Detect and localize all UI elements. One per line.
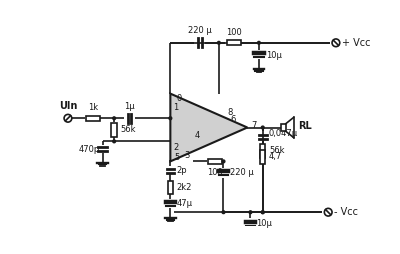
Text: 1μ: 1μ: [124, 102, 135, 111]
Text: 2p: 2p: [176, 166, 187, 175]
Polygon shape: [170, 94, 247, 161]
Text: 8: 8: [228, 108, 233, 117]
Bar: [260, 150, 266, 164]
Text: + Vcc: + Vcc: [342, 38, 370, 48]
Circle shape: [261, 126, 264, 129]
Text: 100: 100: [207, 168, 223, 177]
Text: - Vcc: - Vcc: [334, 207, 358, 217]
Text: 220 μ: 220 μ: [230, 168, 253, 178]
Text: 220 μ: 220 μ: [188, 26, 212, 35]
Text: 470p: 470p: [78, 145, 100, 154]
Text: 56k: 56k: [269, 146, 284, 155]
Text: 7: 7: [251, 121, 256, 131]
Text: 10μ: 10μ: [256, 219, 272, 228]
Text: 3: 3: [185, 151, 190, 160]
Text: 2k2: 2k2: [176, 183, 192, 192]
Circle shape: [261, 211, 264, 214]
Circle shape: [222, 211, 225, 214]
Circle shape: [113, 117, 116, 120]
Bar: [168, 181, 173, 195]
Circle shape: [222, 160, 225, 163]
Text: 1: 1: [173, 103, 178, 112]
Circle shape: [169, 117, 172, 120]
Bar: [260, 144, 266, 157]
Text: 0: 0: [177, 94, 182, 103]
Circle shape: [113, 140, 116, 143]
Text: 100: 100: [226, 28, 242, 37]
Circle shape: [261, 211, 264, 214]
Text: 6: 6: [231, 115, 236, 124]
Text: 47μ: 47μ: [176, 199, 192, 208]
Text: 4,7: 4,7: [269, 152, 282, 161]
Bar: [208, 159, 222, 164]
Text: RL: RL: [298, 121, 312, 131]
Text: 0,047μ: 0,047μ: [269, 129, 298, 138]
Circle shape: [249, 211, 252, 214]
Text: 10μ: 10μ: [266, 51, 282, 60]
Text: 56k: 56k: [120, 125, 136, 134]
Circle shape: [218, 41, 220, 44]
Bar: [227, 40, 241, 45]
Bar: [112, 123, 117, 137]
Circle shape: [258, 41, 260, 44]
Bar: [86, 116, 100, 121]
Text: UIn: UIn: [59, 101, 77, 111]
Bar: [281, 124, 286, 131]
Text: 2: 2: [173, 143, 178, 152]
Text: 1k: 1k: [88, 103, 98, 112]
Text: 4: 4: [195, 131, 200, 140]
Text: 5: 5: [174, 153, 179, 162]
